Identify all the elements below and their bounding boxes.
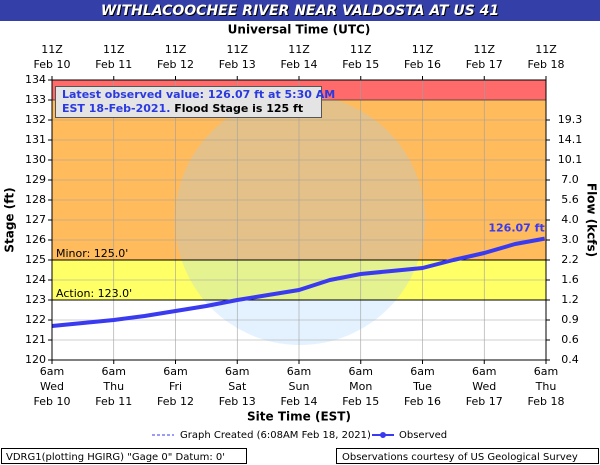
footer-left-box	[1, 448, 247, 464]
x-tick-label: 6am	[287, 365, 311, 378]
annotation-line: Latest observed value: 126.07 ft at 5:30…	[62, 88, 335, 101]
y-tick-label: 133	[25, 93, 46, 106]
y-tick-label: 121	[25, 333, 46, 346]
x-tick-label: 6am	[163, 365, 187, 378]
top-x-tick-label: Feb 17	[466, 58, 503, 71]
top-x-tick-label: Feb 15	[342, 58, 379, 71]
y2-tick-label: 0.6	[561, 333, 579, 346]
legend-dot	[380, 432, 386, 438]
top-x-tick-label: Feb 12	[157, 58, 194, 71]
x-tick-label: Sun	[289, 380, 310, 393]
x-tick-label: 6am	[534, 365, 558, 378]
observed-line	[51, 236, 546, 328]
x-tick-label: Feb 10	[34, 395, 71, 408]
y2-tick-label: 4.0	[561, 213, 579, 226]
y2-tick-label: 0.9	[561, 313, 579, 326]
x-tick-label: Fri	[169, 380, 182, 393]
top-x-tick-label: 11Z	[103, 43, 125, 56]
top-x-tick-label: 11Z	[535, 43, 557, 56]
x-tick-label: 6am	[349, 365, 373, 378]
top-x-tick-label: Feb 18	[528, 58, 565, 71]
y2-tick-label: 7.0	[561, 173, 579, 186]
y-tick-label: 120	[25, 353, 46, 366]
x-tick-label: Sat	[228, 380, 247, 393]
top-x-tick-label: 11Z	[226, 43, 248, 56]
y-axis-label: Stage (ft)	[3, 187, 17, 252]
y-tick-label: 127	[25, 213, 46, 226]
y2-tick-label: 5.6	[561, 193, 579, 206]
x-tick-label: Feb 15	[342, 395, 379, 408]
x-tick-label: Feb 13	[219, 395, 256, 408]
y2-tick-label: 14.1	[558, 133, 583, 146]
x-tick-label: 6am	[410, 365, 434, 378]
annotation-box	[55, 86, 322, 118]
x-tick-label: 6am	[472, 365, 496, 378]
top-x-tick-label: Feb 10	[34, 58, 71, 71]
x-tick-label: Feb 14	[281, 395, 318, 408]
y2-tick-label: 1.2	[561, 293, 579, 306]
threshold-label: Action: 123.0'	[56, 287, 132, 300]
y2-tick-label: 10.1	[558, 153, 583, 166]
y-tick-label: 123	[25, 293, 46, 306]
footer-left: VDRG1(plotting HGIRG) "Gage 0" Datum: 0'	[6, 452, 225, 463]
x-tick-label: Wed	[472, 380, 496, 393]
plot-area: Minor: 125.0' Action: 123.0' 126.07 ft Late…	[51, 79, 547, 361]
y2-tick-label: 1.6	[561, 273, 579, 286]
top-x-tick-label: 11Z	[165, 43, 187, 56]
y-tick-label: 128	[25, 193, 46, 206]
x-tick-label: Mon	[349, 380, 372, 393]
threshold-label: Minor: 125.0'	[56, 247, 128, 260]
annotation-part: EST 18-Feb-2021.	[62, 102, 170, 115]
x-tick-label: 6am	[102, 365, 126, 378]
x-tick-label: Wed	[40, 380, 64, 393]
y2-tick-label: 19.3	[558, 113, 583, 126]
y-tick-label: 124	[25, 273, 46, 286]
y-tick-label: 132	[25, 113, 46, 126]
x-tick-label: 6am	[40, 365, 64, 378]
annotation-line: EST 18-Feb-2021. Flood Stage is 125 ft	[62, 102, 303, 115]
x-tick-label: Feb 18	[528, 395, 565, 408]
y-tick-label: 122	[25, 313, 46, 326]
top-x-tick-label: Feb 14	[281, 58, 318, 71]
title-shadow: WITHLACOOCHEE RIVER NEAR VALDOSTA AT US …	[102, 4, 500, 20]
y-tick-label: 129	[25, 173, 46, 186]
top-axis-label: Universal Time (UTC)	[228, 23, 371, 37]
y2-tick-label: 2.2	[561, 253, 579, 266]
top-x-tick-label: 11Z	[41, 43, 63, 56]
x-tick-label: Thu	[535, 380, 557, 393]
x-tick-label: Feb 11	[95, 395, 132, 408]
top-x-tick-label: Feb 11	[95, 58, 132, 71]
y-tick-label: 131	[25, 133, 46, 146]
top-x-tick-label: 11Z	[350, 43, 372, 56]
top-x-tick-label: 11Z	[473, 43, 495, 56]
y-tick-label: 126	[25, 233, 46, 246]
y-tick-label: 130	[25, 153, 46, 166]
y2-tick-label: 0.4	[561, 353, 579, 366]
y2-axis-label: Flow (kcfs)	[585, 183, 599, 257]
chart-title: WITHLACOOCHEE RIVER NEAR VALDOSTA AT US …	[101, 3, 499, 19]
top-x-tick-label: Feb 13	[219, 58, 256, 71]
y2-tick-label: 3.0	[561, 233, 579, 246]
legend-created: Graph Created (6:08AM Feb 18, 2021)	[180, 430, 371, 441]
x-tick-label: Tue	[412, 380, 432, 393]
top-x-tick-label: 11Z	[288, 43, 310, 56]
x-tick-label: Feb 16	[404, 395, 441, 408]
x-tick-label: Feb 12	[157, 395, 194, 408]
legend-label: Observed	[399, 430, 447, 441]
y-tick-label: 125	[25, 253, 46, 266]
x-tick-label: Thu	[102, 380, 124, 393]
title-bar	[0, 0, 600, 21]
footer-right-box	[336, 448, 599, 464]
x-tick-label: Feb 17	[466, 395, 503, 408]
end-label: 126.07 ft	[488, 222, 544, 235]
annotation-part: Flood Stage is 125 ft	[170, 102, 303, 115]
top-x-tick-label: 11Z	[412, 43, 434, 56]
x-axis-label: Site Time (EST)	[247, 410, 351, 424]
top-x-tick-label: Feb 16	[404, 58, 441, 71]
footer-right: Observations courtesy of US Geological S…	[342, 452, 578, 463]
x-tick-label: 6am	[225, 365, 249, 378]
y-tick-label: 134	[25, 73, 46, 86]
